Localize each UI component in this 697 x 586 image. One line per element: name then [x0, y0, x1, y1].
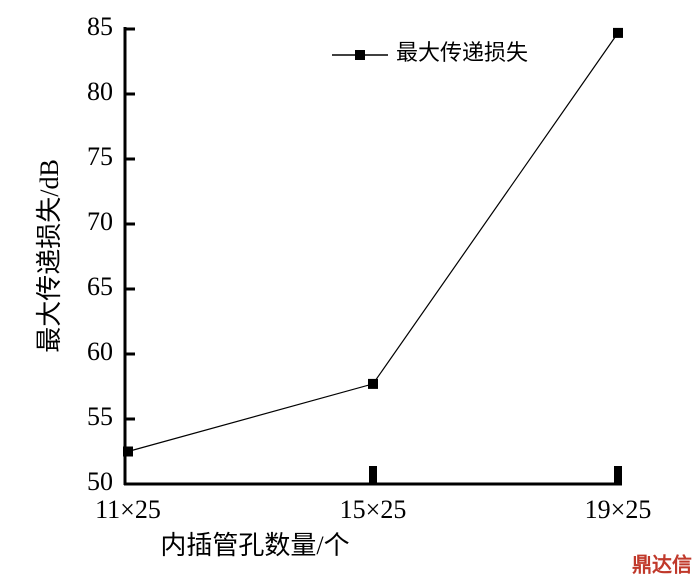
x-tick: [369, 466, 377, 484]
y-tick-label: 85: [87, 12, 113, 41]
legend-marker: [355, 50, 365, 60]
x-tick-label: 19×25: [585, 495, 652, 524]
watermark: 鼎达信: [632, 553, 692, 577]
marker: [613, 27, 623, 38]
x-tick-label: 15×25: [340, 495, 407, 524]
y-tick-label: 80: [87, 77, 113, 106]
x-axis-label: 内插管孔数量/个: [160, 531, 349, 560]
marker: [123, 446, 133, 457]
y-tick-label: 50: [87, 467, 113, 496]
marker: [368, 378, 378, 389]
y-tick-label: 65: [87, 272, 113, 301]
legend-label: 最大传递损失: [396, 40, 528, 65]
y-axis-label: 最大传递损失/dB: [35, 159, 64, 353]
y-tick-label: 75: [87, 142, 113, 171]
y-tick-label: 55: [87, 402, 113, 431]
y-tick-label: 60: [87, 337, 113, 366]
x-tick: [614, 466, 622, 484]
x-tick-label: 11×25: [95, 495, 161, 524]
y-tick-label: 70: [87, 207, 113, 236]
